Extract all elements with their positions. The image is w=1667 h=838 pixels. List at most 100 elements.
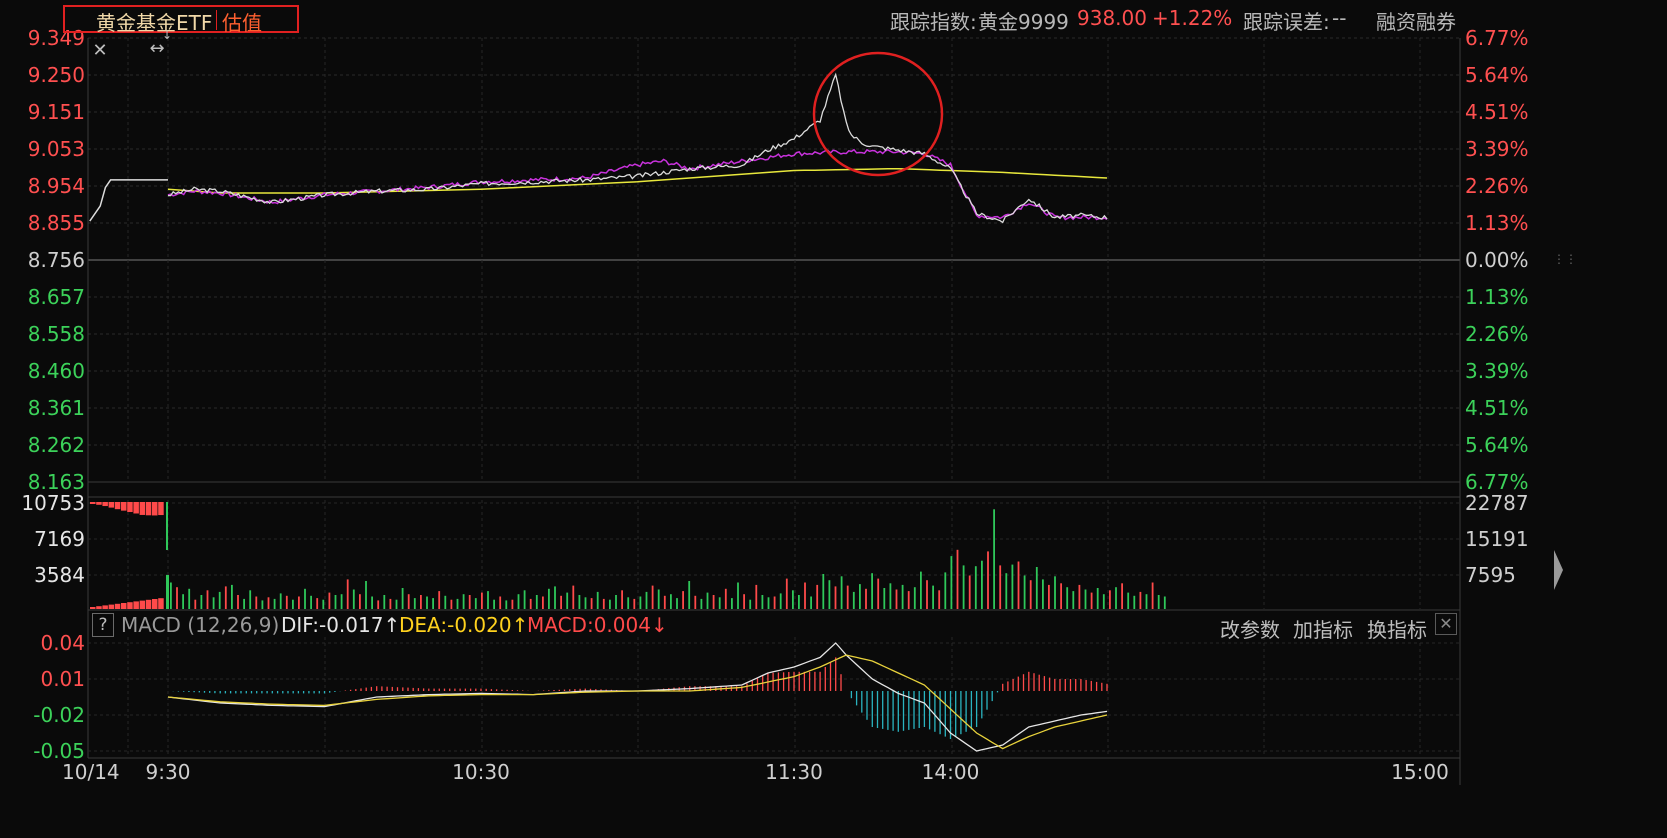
dif-value: DIF:-0.017↑	[281, 613, 401, 637]
price-axis-label: 9.053	[28, 137, 85, 161]
margin-trading-link[interactable]: 融资融券	[1376, 10, 1456, 34]
switch-indicator-button[interactable]: 换指标	[1367, 618, 1427, 642]
volume-bar	[755, 584, 758, 609]
volume-bar	[932, 585, 934, 609]
volume-bar	[322, 599, 325, 609]
volume-bar	[273, 598, 276, 609]
pct-axis-label: 6.77%	[1465, 26, 1529, 50]
preopen-volume-bar	[102, 502, 108, 507]
grip-icon[interactable]: ⋮⋮	[1553, 252, 1577, 266]
volume-bar	[340, 594, 343, 609]
volume-bar	[724, 588, 727, 609]
volume-bar	[1023, 575, 1026, 609]
preopen-volume-bar	[96, 606, 102, 609]
tracking-index-price: 938.00	[1077, 6, 1147, 30]
expand-panel-handle[interactable]	[1552, 545, 1564, 595]
macd-indicator-name[interactable]: MACD (12,26,9)	[121, 613, 280, 637]
volume-bar	[950, 556, 953, 609]
pct-axis-label: 0.00%	[1465, 248, 1529, 272]
volume-bar	[310, 595, 312, 609]
pct-axis-label: 1.13%	[1465, 211, 1529, 235]
volume-bar	[743, 594, 745, 609]
volume-bar	[578, 595, 581, 609]
tracking-error-label: 跟踪误差:	[1243, 10, 1330, 34]
volume-bar	[1121, 583, 1123, 609]
price-axis-label: 8.657	[28, 285, 85, 309]
close-indicator-icon[interactable]: ✕	[1435, 613, 1457, 635]
macd-value: MACD:0.004↓	[527, 613, 668, 637]
estimate-tab[interactable]: 估值	[222, 11, 262, 35]
pct-axis-label: 6.77%	[1465, 470, 1529, 494]
volume-bar	[798, 595, 800, 609]
volume-bar	[688, 581, 691, 609]
add-indicator-button[interactable]: 加指标	[1293, 618, 1353, 642]
volume-bar	[420, 595, 422, 609]
price-axis-label: 8.163	[28, 470, 85, 494]
volume-bar	[761, 595, 764, 609]
preopen-volume-bar	[145, 599, 152, 609]
volume-bar	[243, 598, 245, 609]
open-auction-bar	[166, 575, 169, 609]
volume-bar	[822, 574, 825, 609]
volume-bar	[987, 551, 989, 609]
volume-bar	[737, 582, 739, 609]
volume-bar	[529, 598, 532, 609]
volume-bar	[1060, 583, 1062, 609]
volume-bar	[316, 598, 319, 609]
volume-bar	[206, 590, 209, 609]
preopen-volume-bar	[127, 502, 133, 513]
volume-bar	[852, 591, 855, 609]
volume-bar	[1035, 567, 1038, 609]
volume-bar	[962, 565, 965, 609]
volume-bar	[663, 595, 666, 609]
macd-axis-label: 0.04	[40, 631, 85, 655]
volume-bar	[188, 588, 191, 609]
pct-axis-label: 3.39%	[1465, 137, 1529, 161]
volume-bar	[279, 593, 282, 609]
volume-bar	[706, 592, 709, 609]
volume-bar	[1017, 561, 1020, 609]
volume-bar	[731, 598, 733, 609]
volume-bar	[548, 588, 550, 609]
volume-bar	[651, 585, 654, 609]
help-icon[interactable]: ?	[92, 613, 114, 637]
volume-bar	[334, 595, 337, 609]
volume-bar	[389, 598, 392, 609]
pct-axis-label: 4.51%	[1465, 100, 1529, 124]
highlight-circle	[812, 51, 944, 177]
tracking-index-name[interactable]: 黄金9999	[978, 10, 1069, 34]
volume-axis-label: 10753	[21, 491, 85, 515]
volume-bar	[993, 509, 995, 609]
resize-horizontal-icon[interactable]: ↔	[149, 38, 165, 59]
volume-bar	[200, 595, 203, 609]
date-label: 10/14	[62, 760, 120, 784]
volume-bar	[609, 599, 611, 609]
volume-bar	[968, 575, 971, 609]
volume-bar	[542, 596, 544, 609]
volume-bar	[261, 600, 264, 609]
grid-lines	[87, 37, 1461, 785]
volume-bar	[371, 596, 373, 609]
volume-bar	[584, 597, 587, 609]
pct-axis-label: 5.64%	[1465, 63, 1529, 87]
volume-bar	[1042, 579, 1044, 609]
volume-bar	[359, 594, 361, 609]
close-icon[interactable]: ✕	[92, 40, 108, 61]
volume-bar	[1133, 595, 1136, 609]
volume-bar	[298, 596, 300, 609]
price-axis-label: 8.954	[28, 174, 85, 198]
price-line	[168, 72, 1108, 224]
volume-bar	[1102, 594, 1105, 609]
volume-bar	[468, 595, 471, 609]
volume-bar	[749, 599, 752, 609]
volume-bar	[426, 596, 428, 609]
volume-bar	[237, 595, 239, 609]
volume-bar	[511, 599, 514, 609]
volume-bar	[920, 571, 922, 609]
volume-bar	[926, 580, 928, 609]
preopen-volume-bar	[133, 502, 139, 514]
modify-params-button[interactable]: 改参数	[1220, 618, 1280, 642]
volume-bar	[365, 581, 367, 609]
volume-bar	[621, 590, 623, 609]
